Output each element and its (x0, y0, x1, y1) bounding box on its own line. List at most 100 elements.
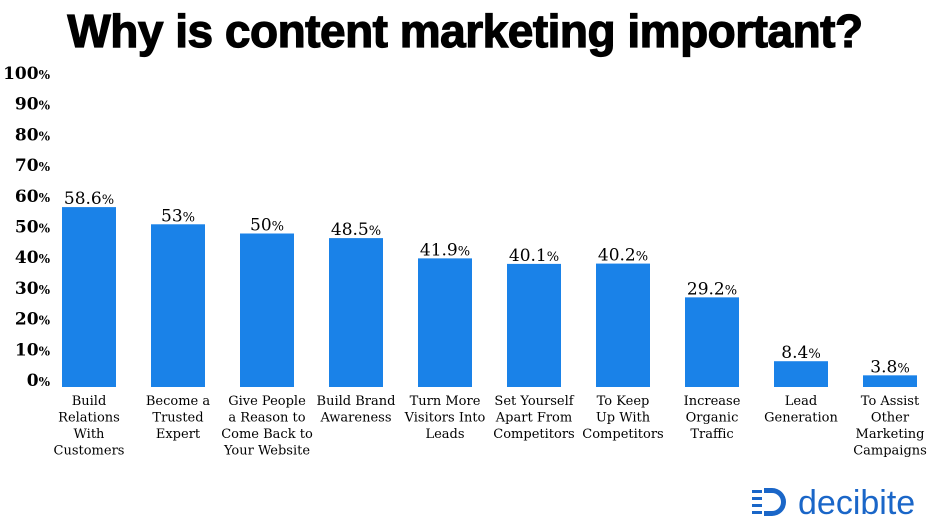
value-label: 29.2% (687, 279, 737, 299)
y-tick-label: 20% (15, 310, 51, 330)
category-label-line: Up With (596, 411, 651, 426)
category-label: Increase Organic Traffic (684, 394, 741, 442)
category-label-line: Come Back to (221, 427, 313, 442)
y-tick-unit: % (39, 99, 51, 113)
y-tick-value: 0 (27, 371, 39, 391)
value-number: 50 (250, 216, 272, 236)
bar (151, 224, 205, 387)
y-tick-label: 80% (15, 125, 51, 145)
category-label-line: To Keep (597, 394, 650, 409)
y-tick-unit: % (39, 160, 51, 174)
value-label: 53% (161, 206, 195, 226)
value-unit: % (102, 193, 114, 208)
y-tick-unit: % (39, 375, 51, 389)
y-tick-value: 70 (15, 156, 39, 176)
value-number: 40.2 (598, 246, 636, 266)
value-number: 29.2 (687, 279, 725, 299)
y-tick-value: 20 (15, 310, 39, 330)
category-label-line: Organic (686, 411, 739, 426)
category-label-line: Awareness (320, 411, 392, 426)
category-label-line: Lead (785, 394, 817, 409)
y-tick-unit: % (39, 222, 51, 236)
category-label-line: Become a (146, 394, 211, 409)
bars (62, 207, 917, 387)
category-label-line: Other (871, 411, 910, 426)
brand-name: decibite (798, 484, 916, 522)
value-label: 40.2% (598, 246, 648, 266)
category-label-line: Relations (58, 411, 120, 426)
category-label-line: With (74, 427, 106, 442)
category-label-line: Traffic (690, 427, 733, 442)
category-label-line: To Assist (861, 394, 920, 409)
y-tick-value: 50 (15, 218, 39, 238)
bar (685, 297, 739, 387)
y-tick-label: 40% (15, 248, 51, 268)
y-tick-value: 80 (15, 125, 39, 145)
category-label-line: Increase (684, 394, 741, 409)
y-tick-unit: % (39, 314, 51, 328)
y-tick-value: 100 (3, 64, 39, 84)
bar (418, 258, 472, 387)
value-unit: % (183, 210, 195, 225)
y-tick-unit: % (39, 68, 51, 82)
bar (62, 207, 116, 387)
value-label: 3.8% (870, 357, 909, 377)
y-tick-label: 50% (15, 218, 51, 238)
y-tick-label: 30% (15, 279, 51, 299)
chart-title: Why is content marketing important? (67, 4, 864, 57)
brand-logo: decibite (750, 483, 930, 523)
category-label: Lead Generation (764, 394, 838, 426)
y-tick-unit: % (39, 129, 51, 143)
value-label: 41.9% (420, 240, 470, 260)
value-label: 8.4% (781, 343, 820, 363)
value-label: 50% (250, 216, 284, 236)
value-number: 58.6 (64, 189, 102, 209)
category-label: Set Yourself Apart From Competitors (493, 394, 574, 442)
category-label-line: Your Website (223, 444, 310, 459)
y-tick-label: 0% (27, 371, 51, 391)
category-label-line: Build Brand (317, 394, 396, 409)
bar (774, 361, 828, 387)
category-label-line: Visitors Into (404, 411, 486, 426)
category-label-line: Marketing (856, 427, 925, 442)
value-labels: 58.6%53% 50% 48.5%41.9% 40.1% 40.2%29.2%8.4%… (64, 189, 910, 377)
value-number: 3.8 (870, 357, 897, 377)
category-label: Turn More Visitors Into Leads (404, 394, 486, 442)
y-tick-unit: % (39, 252, 51, 266)
y-tick-label: 70% (15, 156, 51, 176)
y-tick-unit: % (39, 191, 51, 205)
category-label-line: Generation (764, 411, 838, 426)
bar (863, 375, 917, 387)
value-unit: % (725, 283, 737, 298)
value-unit: % (272, 220, 284, 235)
value-unit: % (547, 250, 559, 265)
value-unit: % (458, 244, 470, 259)
y-tick-label: 100% (3, 64, 51, 84)
value-unit: % (636, 250, 648, 265)
category-label-line: Trusted (152, 411, 203, 426)
value-label: 48.5% (331, 220, 381, 240)
y-tick-label: 60% (15, 187, 51, 207)
category-label: Become a Trusted Expert (146, 394, 211, 442)
value-number: 48.5 (331, 220, 369, 240)
value-unit: % (897, 361, 909, 376)
category-label: Build Brand Awareness (317, 394, 396, 426)
y-tick-label: 10% (15, 340, 51, 360)
y-tick-value: 40 (15, 248, 39, 268)
bar (507, 263, 561, 387)
y-tick-label: 90% (15, 95, 51, 115)
y-tick-value: 60 (15, 187, 39, 207)
value-number: 53 (161, 206, 183, 226)
bar (329, 238, 383, 387)
category-label-line: Campaigns (853, 444, 927, 459)
bar (240, 233, 294, 387)
category-label-line: Competitors (493, 427, 574, 442)
y-tick-value: 10 (15, 340, 39, 360)
category-label-line: a Reason to (228, 411, 305, 426)
y-axis: 0%10%20%30%40%50%60%70%80%90%100% (3, 64, 51, 391)
category-label-line: Leads (425, 427, 464, 442)
value-number: 41.9 (420, 240, 458, 260)
category-label-line: Expert (156, 427, 201, 442)
category-label-line: Build (72, 394, 107, 409)
bar (596, 263, 650, 387)
